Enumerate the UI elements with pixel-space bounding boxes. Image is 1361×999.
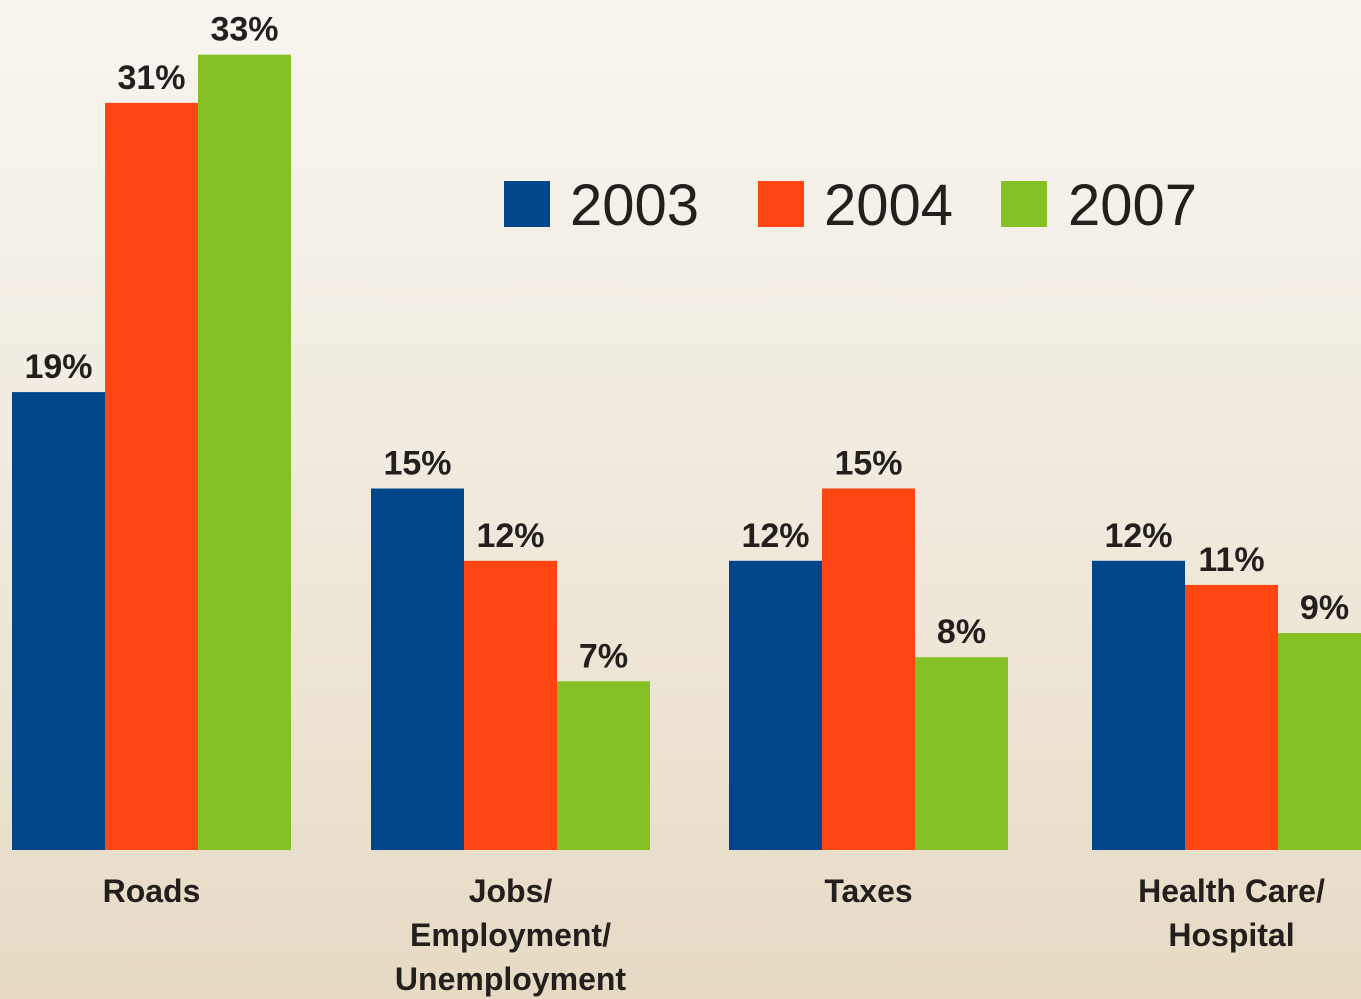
category-label-line: Health Care/ [1138, 873, 1325, 909]
legend-label-2007: 2007 [1068, 173, 1197, 238]
value-label-2004-cat2: 15% [834, 445, 902, 483]
value-label-2004-cat0: 31% [117, 59, 185, 97]
legend-swatch-2007 [1001, 181, 1047, 227]
value-label-2003-cat3: 12% [1104, 517, 1172, 555]
bar-2003-cat0 [12, 392, 105, 850]
bar-2003-cat1 [371, 488, 464, 850]
bar-2003-cat3 [1092, 560, 1185, 850]
value-label-2003-cat1: 15% [383, 445, 451, 483]
value-label-2007-cat3: 9% [1300, 589, 1349, 627]
legend: 2003 2004 2007 [504, 173, 1197, 238]
value-labels-group: 19% 31% 33% 15% 12% 7% 12% 15% 8% 12% 11% 9% [24, 11, 1349, 676]
value-label-2007-cat0: 33% [210, 11, 278, 49]
legend-label-2003: 2003 [570, 173, 699, 238]
bars-group [12, 54, 1361, 850]
category-label-2: Taxes [824, 873, 912, 909]
category-labels-group: Roads Jobs/Employment/Unemployment Taxes He… [103, 873, 1325, 997]
bar-2007-cat3 [1278, 633, 1361, 850]
value-label-2007-cat1: 7% [579, 637, 628, 675]
value-label-2007-cat2: 8% [937, 613, 986, 651]
value-label-2003-cat2: 12% [741, 517, 809, 555]
category-label-3: Health Care/Hospital [1138, 873, 1325, 953]
category-label-line: Roads [103, 873, 201, 909]
category-label-0: Roads [103, 873, 201, 909]
category-label-line: Unemployment [395, 961, 626, 997]
bar-2007-cat2 [915, 657, 1008, 850]
value-label-2004-cat3: 11% [1198, 541, 1264, 579]
category-label-line: Jobs/ [469, 873, 553, 909]
legend-swatch-2004 [758, 181, 804, 227]
legend-swatch-2003 [504, 181, 550, 227]
category-label-line: Taxes [824, 873, 912, 909]
category-label-1: Jobs/Employment/Unemployment [395, 873, 626, 997]
bar-2003-cat2 [729, 560, 822, 850]
legend-label-2004: 2004 [824, 173, 953, 238]
bar-2004-cat1 [464, 560, 557, 850]
bar-2004-cat2 [822, 488, 915, 850]
bar-2007-cat1 [557, 681, 650, 850]
bar-2004-cat3 [1185, 584, 1278, 850]
bar-2004-cat0 [105, 102, 198, 850]
value-label-2003-cat0: 19% [24, 348, 92, 386]
bar-2007-cat0 [198, 54, 291, 850]
value-label-2004-cat1: 12% [476, 517, 544, 555]
category-label-line: Hospital [1168, 917, 1294, 953]
category-label-line: Employment/ [410, 917, 611, 953]
